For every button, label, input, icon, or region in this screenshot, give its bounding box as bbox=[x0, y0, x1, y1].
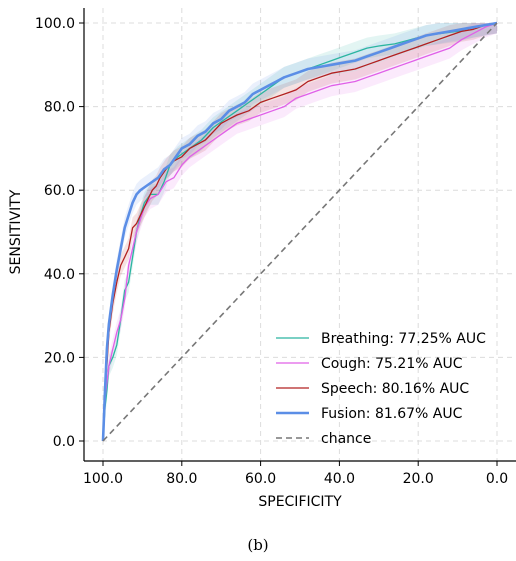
x-tick-label: 80.0 bbox=[166, 471, 197, 487]
legend: Breathing: 77.25% AUC Cough: 75.21% AUC Sp… bbox=[276, 331, 486, 447]
y-axis-label: SENSITIVITY bbox=[8, 189, 24, 274]
y-tick-label: 80.0 bbox=[44, 100, 75, 116]
speech-legend-label: Speech: 80.16% AUC bbox=[321, 381, 469, 397]
y-tick-label: 40.0 bbox=[44, 267, 75, 283]
breathing-legend-label: Breathing: 77.25% AUC bbox=[321, 331, 486, 347]
fusion-confidence-band bbox=[103, 23, 497, 441]
chance-legend-label: chance bbox=[321, 431, 371, 447]
tick-labels: 100.0 80.0 60.0 40.0 20.0 0.0 0.0 20.0 40.0 60.0 8… bbox=[35, 16, 508, 487]
fusion-roc-line bbox=[101, 21, 498, 442]
fusion-legend-label: Fusion: 81.67% AUC bbox=[321, 406, 463, 422]
speech-confidence-band bbox=[103, 23, 497, 441]
y-tick-label: 60.0 bbox=[44, 183, 75, 199]
speech-roc-line bbox=[102, 22, 498, 442]
cough-legend-label: Cough: 75.21% AUC bbox=[321, 356, 463, 372]
axes bbox=[79, 8, 516, 466]
grid-lines bbox=[84, 8, 516, 461]
roc-curves bbox=[101, 21, 498, 442]
x-tick-label: 0.0 bbox=[486, 471, 508, 487]
y-tick-label: 100.0 bbox=[35, 16, 75, 32]
confidence-bands bbox=[103, 23, 497, 441]
cough-roc-line bbox=[102, 22, 498, 442]
x-tick-label: 40.0 bbox=[324, 471, 355, 487]
y-tick-label: 20.0 bbox=[44, 350, 75, 366]
cough-confidence-band bbox=[103, 23, 497, 441]
x-axis-label: SPECIFICITY bbox=[258, 494, 342, 510]
x-tick-label: 100.0 bbox=[83, 471, 123, 487]
x-tick-label: 60.0 bbox=[245, 471, 276, 487]
breathing-roc-line bbox=[102, 22, 498, 442]
chance-roc-line bbox=[102, 22, 498, 442]
y-tick-label: 0.0 bbox=[53, 434, 75, 450]
x-tick-label: 20.0 bbox=[403, 471, 434, 487]
figure-caption: (b) bbox=[247, 536, 269, 554]
